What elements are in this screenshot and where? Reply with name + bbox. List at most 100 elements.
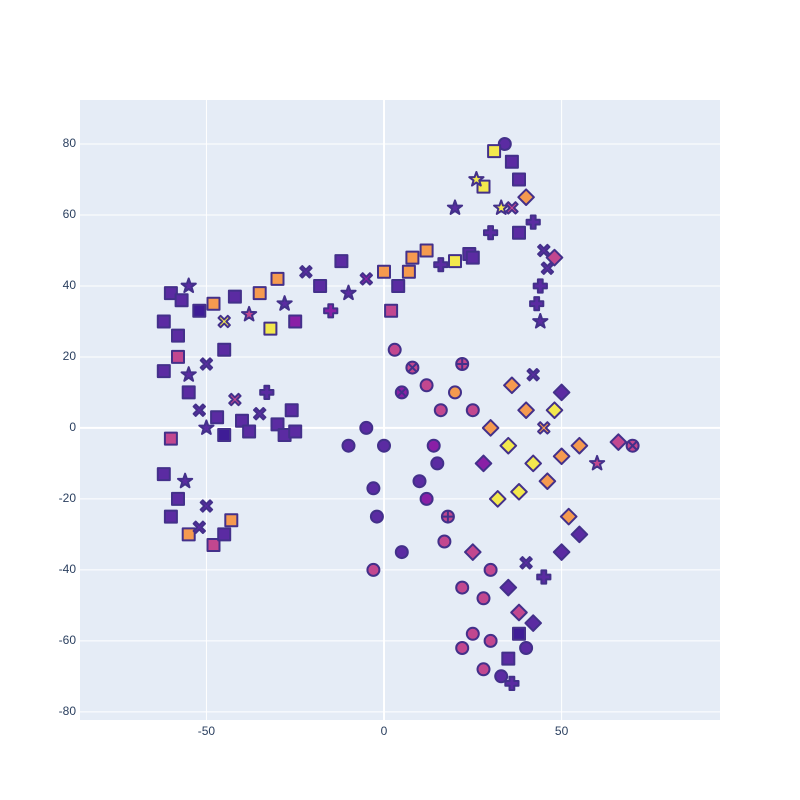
scatter-point xyxy=(517,401,535,420)
scatter-point xyxy=(405,360,420,375)
scatter-point xyxy=(217,428,232,442)
scatter-point xyxy=(171,491,185,506)
scatter-point xyxy=(253,407,267,421)
scatter-point xyxy=(552,383,571,402)
scatter-point xyxy=(369,509,384,524)
scatter-point xyxy=(512,626,526,641)
scatter-point xyxy=(497,137,512,151)
scatter-point xyxy=(366,481,381,496)
scatter-point xyxy=(519,641,534,655)
scatter-point xyxy=(437,534,452,549)
scatter-point xyxy=(359,420,374,435)
scatter-point xyxy=(570,525,589,544)
scatter-point xyxy=(570,436,589,455)
scatter-point xyxy=(242,424,257,439)
scatter-point xyxy=(240,305,258,322)
scatter-point xyxy=(510,603,528,622)
y-tick-label: -20 xyxy=(59,491,77,505)
scatter-point xyxy=(391,279,406,293)
scatter-point xyxy=(163,431,178,446)
scatter-point xyxy=(412,474,427,489)
scatter-point xyxy=(323,303,339,319)
scatter-point xyxy=(625,438,640,453)
scatter-point xyxy=(468,171,485,187)
scatter-point xyxy=(483,225,499,241)
scatter-point xyxy=(288,424,303,439)
scatter-point xyxy=(217,527,232,542)
scatter-point xyxy=(446,199,464,215)
scatter-point xyxy=(503,376,521,395)
plot-area xyxy=(80,100,720,720)
scatter-point xyxy=(206,296,221,311)
scatter-point xyxy=(341,438,356,453)
scatter-point xyxy=(181,527,196,542)
scatter-point xyxy=(440,509,455,524)
scatter-point xyxy=(163,509,178,524)
y-tick-label: 0 xyxy=(69,420,76,434)
scatter-point xyxy=(334,254,349,269)
scatter-point xyxy=(156,364,171,379)
y-tick-label: -80 xyxy=(59,704,77,718)
scatter-point xyxy=(419,243,434,258)
scatter-point xyxy=(483,633,498,648)
scatter-point xyxy=(526,368,540,382)
scatter-point xyxy=(217,342,232,357)
scatter-point xyxy=(259,384,275,400)
y-tick-label: -60 xyxy=(59,633,77,647)
scatter-point xyxy=(538,472,557,491)
scatter-point xyxy=(181,385,196,400)
scatter-point xyxy=(192,520,207,534)
scatter-point xyxy=(505,201,519,215)
scatter-point xyxy=(481,419,500,437)
y-tick-label: 40 xyxy=(63,278,77,292)
scatter-point xyxy=(588,454,606,471)
scatter-point xyxy=(448,385,462,400)
scatter-point xyxy=(156,467,171,482)
scatter-point xyxy=(227,289,242,304)
scatter-point xyxy=(419,378,434,393)
scatter-point xyxy=(529,296,545,312)
scatter-point xyxy=(499,578,518,597)
scatter-point xyxy=(524,614,543,632)
scatter-point xyxy=(192,403,207,417)
x-tick-label: -50 xyxy=(198,724,216,738)
scatter-point xyxy=(517,188,535,206)
scatter-point xyxy=(455,357,470,371)
y-tick-label: 60 xyxy=(63,207,77,221)
scatter-point xyxy=(433,403,448,418)
scatter-point xyxy=(180,277,197,294)
scatter-point xyxy=(384,303,399,318)
scatter-point xyxy=(501,651,516,666)
scatter-point xyxy=(252,286,267,301)
scatter-point xyxy=(401,264,416,279)
scatter-point xyxy=(474,454,493,473)
scatter-point xyxy=(536,569,552,585)
scatter-point xyxy=(455,580,470,595)
x-tick-label: 0 xyxy=(381,724,388,738)
scatter-point xyxy=(394,385,409,400)
scatter-point xyxy=(465,403,480,418)
scatter-point xyxy=(476,591,491,606)
scatter-point xyxy=(510,482,528,501)
scatter-point xyxy=(476,662,491,677)
scatter-point xyxy=(504,675,520,692)
scatter-point xyxy=(299,265,313,279)
scatter-point xyxy=(288,314,303,329)
scatter-point xyxy=(524,454,543,473)
scatter-point xyxy=(545,248,564,267)
scatter-point xyxy=(228,392,242,407)
y-tick-label: -40 xyxy=(59,562,77,576)
scatter-point xyxy=(448,254,462,269)
scatter-point xyxy=(430,456,445,471)
scatter-point xyxy=(277,428,292,442)
scatter-point xyxy=(210,410,225,425)
scatter-point xyxy=(465,626,480,641)
scatter-point xyxy=(156,314,171,329)
scatter-point xyxy=(419,491,434,506)
scatter-point xyxy=(217,314,231,329)
scatter-point xyxy=(366,562,381,577)
scatter-point xyxy=(532,313,549,329)
scatter-point xyxy=(499,436,518,455)
scatter-point xyxy=(176,472,194,489)
